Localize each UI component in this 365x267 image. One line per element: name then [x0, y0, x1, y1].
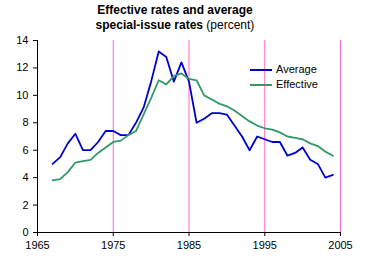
svg-text:10: 10 [16, 89, 28, 101]
html-text:Average: Average [276, 63, 317, 75]
svg-text:1995: 1995 [253, 239, 277, 251]
svg-text:6: 6 [22, 144, 28, 156]
svg-text:12: 12 [16, 61, 28, 73]
html-text:Effective rates and average sp: Effective rates and average special-issu… [95, 3, 255, 32]
svg-text:1985: 1985 [177, 239, 201, 251]
svg-text:14: 14 [16, 34, 28, 46]
svg-text:8: 8 [22, 116, 28, 128]
svg-text:2005: 2005 [328, 239, 352, 251]
svg-text:1965: 1965 [25, 239, 49, 251]
svg-text:2: 2 [22, 199, 28, 211]
svg-text:4: 4 [22, 171, 28, 183]
svg-text:0: 0 [22, 226, 28, 238]
html-text:Effective: Effective [276, 78, 318, 90]
svg-text:1975: 1975 [101, 239, 125, 251]
